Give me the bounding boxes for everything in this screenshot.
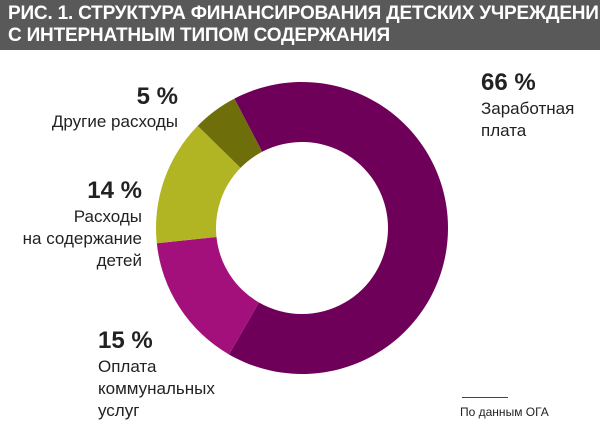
slice-salary-label: Заработная плата xyxy=(481,98,574,142)
slice-other-label: Другие расходы xyxy=(52,111,178,133)
donut-slice-children xyxy=(156,125,241,244)
slice-children-percent: 14 % xyxy=(87,177,142,204)
slice-utilities-percent: 15 % xyxy=(98,327,153,354)
slice-other-label-line-1: Другие расходы xyxy=(51,112,178,131)
donut-slice-salary xyxy=(229,81,449,374)
slice-other-percent: 5 % xyxy=(136,83,178,110)
slice-utilities-label-line-2: коммунальных xyxy=(98,379,215,398)
slice-salary-percent: 66 % xyxy=(481,69,536,96)
slice-utilities-label: Оплата коммунальных услуг xyxy=(98,356,215,422)
chart-title-line-1: РИС. 1. СТРУКТУРА ФИНАНСИРОВАНИЯ ДЕТСКИХ… xyxy=(8,3,600,24)
slice-utilities-label-line-1: Оплата xyxy=(98,357,157,376)
source-note: По данным ОГА xyxy=(460,405,549,419)
slice-salary-label-line-1: Заработная xyxy=(481,99,575,118)
slice-children-label-line-2: на содержание xyxy=(22,229,142,248)
slice-salary-label-line-2: плата xyxy=(481,121,527,140)
slice-children-label: Расходы на содержание детей xyxy=(23,206,142,272)
slice-utilities-label-line-3: услуг xyxy=(98,401,140,420)
title-bar: РИС. 1. СТРУКТУРА ФИНАНСИРОВАНИЯ ДЕТСКИХ… xyxy=(0,0,600,50)
slice-children-label-line-1: Расходы xyxy=(73,207,142,226)
donut-slice-other xyxy=(197,98,263,168)
source-rule xyxy=(462,397,508,398)
slice-children-label-line-3: детей xyxy=(96,251,142,270)
chart-title-line-2: С ИНТЕРНАТНЫМ ТИПОМ СОДЕРЖАНИЯ xyxy=(8,25,390,46)
donut-slice-utilities xyxy=(156,236,259,355)
